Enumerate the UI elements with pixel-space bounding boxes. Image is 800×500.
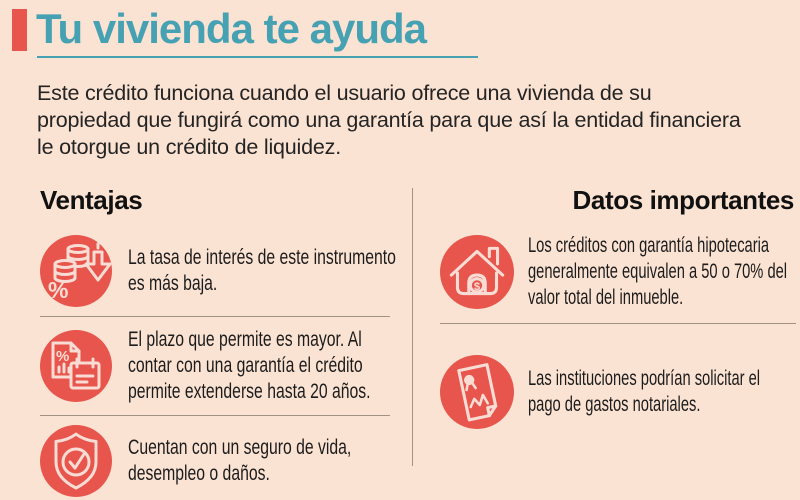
- dollar-glyph: $: [474, 281, 481, 293]
- item-text-wrap: Los créditos con garantía hipotecaria ge…: [528, 233, 796, 311]
- shield-check-icon: [40, 425, 112, 497]
- item-text: La tasa de interés de este instrumento e…: [128, 246, 396, 295]
- header: Tu vivienda te ayuda: [12, 5, 427, 52]
- item-text: Cuentan con un seguro de vida, desempleo…: [128, 436, 352, 485]
- list-item: Las instituciones podrían solicitar el p…: [440, 348, 796, 436]
- intro-paragraph: Este crédito funciona cuando el usuario …: [37, 81, 741, 159]
- term-document-calendar-icon: %: [40, 330, 112, 402]
- section-datos-importantes: Datos importantes $ Los créditos con gar…: [440, 184, 796, 436]
- percent-glyph-small: %: [56, 348, 69, 365]
- list-item: Cuentan con un seguro de vida, desempleo…: [40, 422, 405, 500]
- ventajas-heading: Ventajas: [40, 185, 143, 215]
- title-accent-bar: [12, 9, 27, 51]
- item-text-wrap: Cuentan con un seguro de vida, desempleo…: [128, 435, 405, 487]
- datos-heading: Datos importantes: [572, 185, 795, 215]
- list-item: % El plazo que permite es mayor. Al cont…: [40, 323, 405, 409]
- item-text-wrap: Las instituciones podrían solicitar el p…: [528, 366, 796, 418]
- item-text: Los créditos con garantía hipotecaria ge…: [528, 234, 788, 309]
- notary-document-icon: [440, 355, 514, 429]
- column-divider: [412, 188, 413, 466]
- item-text-wrap: La tasa de interés de este instrumento e…: [128, 245, 405, 297]
- list-item: $ Los créditos con garantía hipotecaria …: [440, 228, 796, 316]
- house-dollar-icon: $: [440, 235, 514, 309]
- list-item: % La tasa de interés de este instrumento…: [40, 232, 405, 310]
- item-divider: [40, 415, 390, 416]
- percent-glyph: %: [48, 277, 68, 303]
- item-divider: [440, 323, 796, 324]
- item-divider: [40, 316, 390, 317]
- item-text-wrap: El plazo que permite es mayor. Al contar…: [128, 327, 405, 405]
- page-title: Tu vivienda te ayuda: [36, 5, 427, 52]
- coins-interest-down-icon: %: [40, 235, 112, 307]
- title-underline: [37, 56, 478, 58]
- item-text: El plazo que permite es mayor. Al contar…: [128, 328, 371, 403]
- item-text: Las instituciones podrían solicitar el p…: [528, 367, 761, 416]
- section-ventajas: Ventajas %: [40, 184, 405, 500]
